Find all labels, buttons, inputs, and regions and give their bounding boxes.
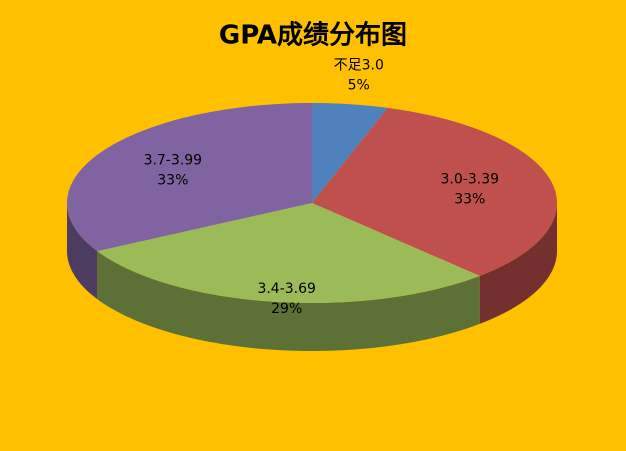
data-label-category: 3.7-3.99 bbox=[144, 152, 203, 168]
slice bbox=[312, 103, 388, 203]
data-label-value: 29% bbox=[271, 301, 302, 317]
slice bbox=[67, 103, 312, 252]
slice-side bbox=[97, 251, 480, 351]
slice bbox=[312, 107, 557, 276]
data-label-value: 33% bbox=[157, 172, 188, 188]
data-label-category: 3.4-3.69 bbox=[257, 281, 316, 297]
data-label-category: 不足3.0 bbox=[334, 58, 384, 74]
data-label-value: 5% bbox=[348, 78, 370, 94]
slice bbox=[97, 203, 480, 303]
data-label-category: 3.0-3.39 bbox=[441, 172, 500, 188]
slice-side bbox=[479, 203, 557, 324]
slice-side bbox=[67, 203, 98, 300]
chart-title: GPA成绩分布图 bbox=[219, 21, 407, 51]
data-label-value: 33% bbox=[454, 192, 485, 208]
